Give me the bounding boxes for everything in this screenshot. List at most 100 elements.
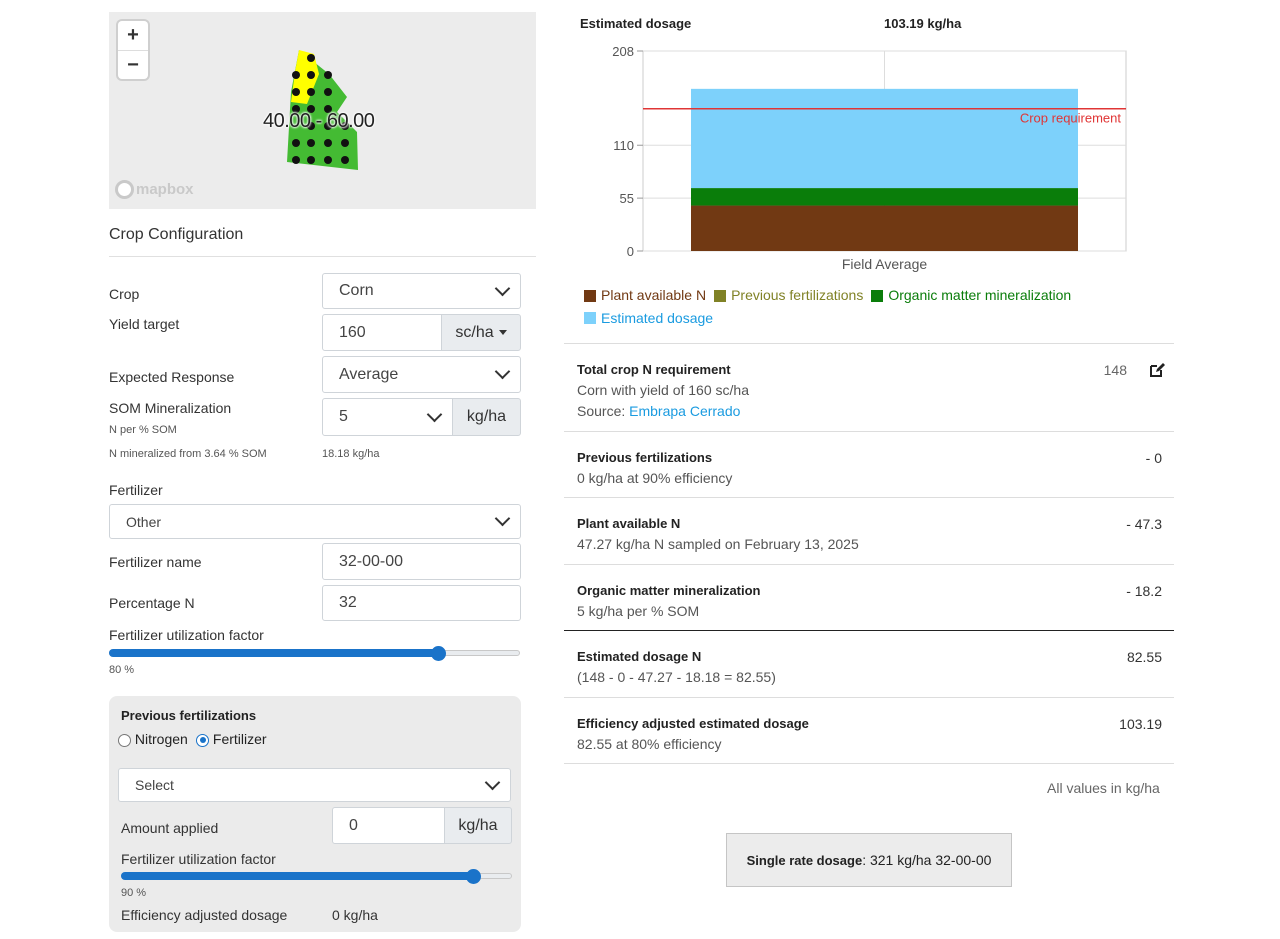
crop-config-title: Crop Configuration [109, 226, 244, 243]
legend-item[interactable]: Organic matter mineralization [871, 285, 1071, 306]
fertilizer-radio-option[interactable]: Fertilizer [196, 731, 267, 747]
source-link[interactable]: Embrapa Cerrado [629, 403, 741, 419]
percentage-n-label: Percentage N [109, 595, 195, 611]
sample-point [307, 105, 315, 113]
som-select[interactable]: 5 [322, 398, 453, 436]
sample-point [341, 122, 349, 130]
mapbox-icon [115, 180, 134, 199]
legend-swatch [714, 289, 727, 302]
slider-thumb[interactable] [466, 869, 481, 884]
yield-target-value: 160 [339, 323, 366, 341]
breakdown-row-value: 148 [1103, 362, 1127, 378]
sample-point [292, 105, 300, 113]
chart-legend: Plant available N Previous fertilizations… [584, 285, 1144, 330]
breakdown-row: Organic matter mineralization 5 kg/ha per… [564, 564, 1174, 630]
slider-thumb[interactable] [431, 646, 446, 661]
chevron-down-icon [494, 363, 511, 380]
edit-icon-pencil [1156, 363, 1165, 372]
y-tick-label: 208 [612, 44, 634, 59]
som-select-value: 5 [339, 408, 348, 425]
breakdown-row-detail: 0 kg/ha at 90% efficiency [577, 470, 733, 486]
amount-unit-label: kg/ha [458, 816, 498, 834]
percentage-n-value: 32 [339, 594, 357, 611]
breakdown-row-value: - 0 [1145, 450, 1162, 466]
sample-points [292, 54, 349, 164]
breakdown-row-title: Total crop N requirement [577, 362, 731, 377]
som-sub-label: N per % SOM [109, 424, 177, 436]
sample-point [341, 156, 349, 164]
sample-point [307, 71, 315, 79]
sample-point [307, 122, 315, 130]
y-tick-label: 55 [620, 191, 634, 206]
legend-swatch [871, 289, 884, 302]
yield-unit-dropdown[interactable]: sc/ha [441, 314, 521, 351]
som-mineralization-label: SOM Mineralization [109, 400, 232, 416]
mapbox-logo[interactable]: mapbox [115, 180, 194, 199]
legend-item[interactable]: Previous fertilizations [714, 285, 863, 306]
bar-segment [691, 188, 1078, 206]
n-breakdown-table: Total crop N requirement Corn with yield … [564, 343, 1174, 765]
y-tick-label: 110 [613, 138, 634, 153]
sample-point [324, 105, 332, 113]
sample-point [292, 156, 300, 164]
previous-utilization-factor-label: Fertilizer utilization factor [121, 851, 276, 867]
y-tick-label: 0 [627, 244, 634, 259]
fertilizer-radio[interactable] [196, 733, 209, 747]
fertilizer-label: Fertilizer [109, 482, 163, 498]
sample-point [324, 71, 332, 79]
edit-icon-box [1150, 365, 1162, 377]
crop-requirement-label: Crop requirement [1020, 111, 1122, 126]
chevron-down-icon [494, 510, 511, 527]
amount-applied-input[interactable]: 0 [332, 807, 445, 844]
sample-point [324, 156, 332, 164]
yield-target-input[interactable]: 160 [322, 314, 442, 351]
slider-fill [109, 649, 438, 657]
sample-point [324, 122, 332, 130]
field-map[interactable]: + − 40.00 - 60.00 mapbox [109, 12, 536, 209]
single-rate-label: Single rate dosage [746, 852, 863, 868]
utilization-factor-slider[interactable] [109, 646, 520, 662]
fertilizer-select[interactable]: Other [109, 504, 521, 539]
nitrogen-radio[interactable] [118, 733, 131, 747]
breakdown-row-detail: 5 kg/ha per % SOM [577, 603, 700, 619]
legend-label: Previous fertilizations [731, 287, 864, 303]
estimated-dosage-header-value: 103.19 kg/ha [884, 16, 962, 31]
breakdown-row-title: Previous fertilizations [577, 450, 713, 465]
legend-item[interactable]: Estimated dosage [584, 308, 713, 329]
percentage-n-input[interactable]: 32 [322, 585, 521, 621]
breakdown-row-title: Estimated dosage N [577, 649, 702, 664]
breakdown-row-title: Organic matter mineralization [577, 583, 761, 598]
legend-swatch [584, 289, 596, 302]
legend-label: Plant available N [601, 287, 707, 303]
breakdown-row: Total crop N requirement Corn with yield … [564, 343, 1174, 431]
fertilizer-name-input[interactable]: 32-00-00 [322, 543, 521, 580]
sample-point [292, 71, 300, 79]
amount-applied-label: Amount applied [121, 820, 219, 836]
bar-segment [691, 88, 1078, 189]
sample-point [307, 88, 315, 96]
zoom-control: + − [118, 21, 148, 79]
x-category-label: Field Average [842, 256, 928, 272]
yield-target-label: Yield target [109, 316, 180, 332]
previous-fertilizer-select[interactable]: Select [118, 768, 511, 802]
expected-response-value: Average [339, 365, 399, 383]
nitrogen-radio-option[interactable]: Nitrogen [118, 731, 188, 747]
zoom-in-button[interactable]: + [127, 24, 139, 46]
slider-fill [121, 872, 473, 880]
legend-item[interactable]: Plant available N [584, 285, 706, 306]
crop-select[interactable]: Corn [322, 273, 521, 309]
single-rate-dosage-box: Single rate dosage: 321 kg/ha 32-00-00 [726, 833, 1012, 887]
breakdown-row-value: 103.19 [1119, 716, 1162, 732]
amount-unit: kg/ha [444, 807, 512, 844]
breakdown-row: Previous fertilizations 0 kg/ha at 90% ef… [564, 431, 1174, 497]
previous-utilization-factor-slider[interactable] [121, 869, 512, 885]
expected-response-select[interactable]: Average [322, 356, 521, 393]
breakdown-row-detail: 47.27 kg/ha N sampled on February 13, 20… [577, 536, 859, 552]
crop-label: Crop [109, 286, 140, 302]
efficiency-adjusted-dosage-value: 0 kg/ha [332, 907, 378, 923]
edit-icon[interactable] [1149, 362, 1165, 378]
sample-point [341, 139, 349, 147]
fertilizer-name-label: Fertilizer name [109, 554, 202, 570]
amount-applied-value: 0 [349, 816, 358, 834]
zoom-out-button[interactable]: − [118, 50, 148, 79]
